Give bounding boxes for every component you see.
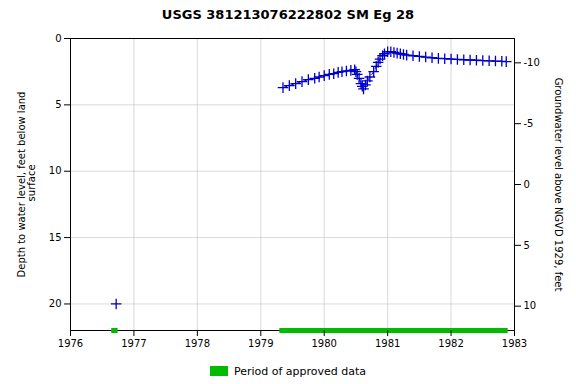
svg-text:0: 0: [55, 33, 61, 44]
svg-text:1976: 1976: [58, 338, 83, 349]
html-text:Period of approved data: Period of approved data: [233, 364, 367, 378]
svg-text:1981: 1981: [375, 338, 400, 349]
svg-text:0: 0: [524, 179, 530, 190]
svg-text:-10: -10: [524, 57, 540, 68]
svg-text:20: 20: [49, 298, 62, 309]
svg-text:1982: 1982: [438, 338, 463, 349]
svg-text:1983: 1983: [502, 338, 527, 349]
svg-text:Depth to water level, feet bel: Depth to water level, feet below land su…: [16, 92, 37, 278]
svg-text:1980: 1980: [311, 338, 336, 349]
svg-text:1977: 1977: [121, 338, 146, 349]
svg-text:15: 15: [49, 232, 62, 243]
svg-text:Groundwater level above NGVD 1: Groundwater level above NGVD 1929, feet: [553, 78, 564, 292]
svg-text:5: 5: [524, 240, 530, 251]
svg-text:5: 5: [55, 99, 61, 110]
svg-text:1979: 1979: [248, 338, 273, 349]
svg-text:10: 10: [49, 165, 62, 176]
svg-text:1978: 1978: [185, 338, 210, 349]
svg-text:-5: -5: [524, 118, 534, 129]
svg-text:10: 10: [524, 300, 537, 311]
html-text:USGS 381213076222802 SM Eg 28: USGS 381213076222802 SM Eg 28: [161, 7, 415, 22]
